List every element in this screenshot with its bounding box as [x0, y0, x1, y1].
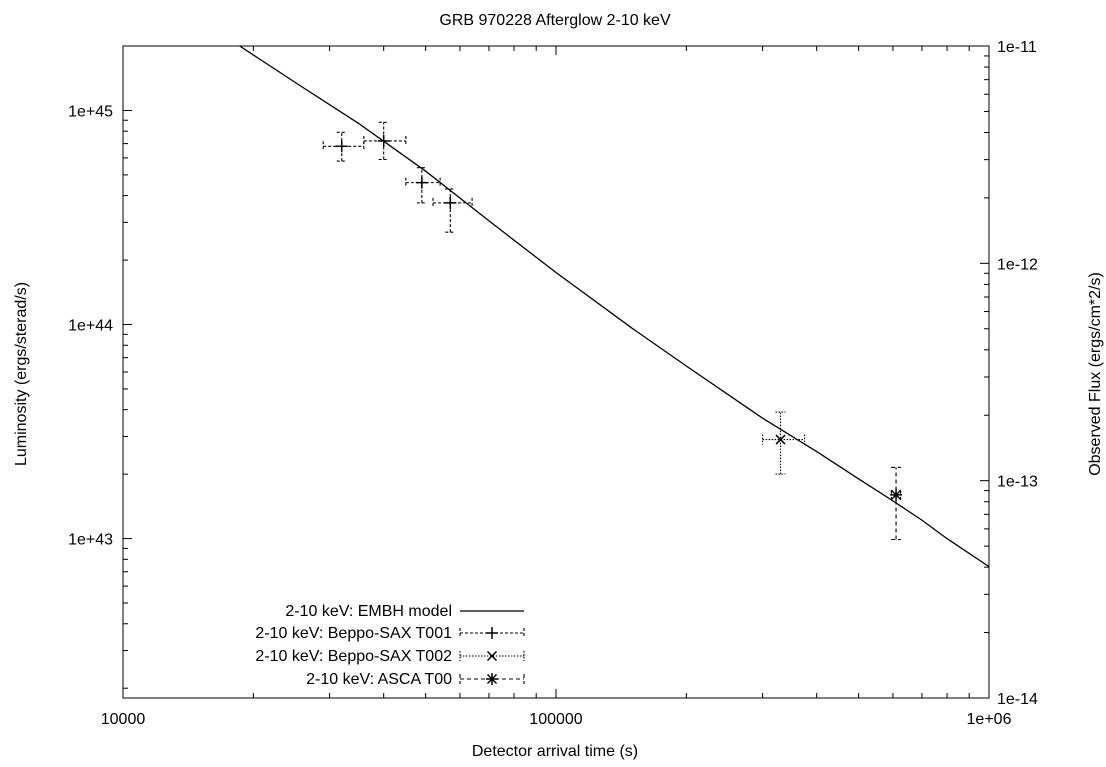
legend: 2-10 keV: EMBH model 2-10 keV: Beppo-SAX …	[255, 603, 525, 688]
y-tick-label: 1e+43	[68, 532, 113, 549]
marker-stroke	[891, 489, 902, 500]
x-tick-label: 100000	[529, 711, 582, 728]
legend-marker	[486, 673, 498, 685]
data-point	[405, 167, 441, 204]
y-tick-label: 1e+45	[68, 103, 113, 120]
marker-stroke	[486, 673, 498, 685]
data-point	[322, 131, 365, 162]
y-tick-label: 1e+44	[68, 318, 113, 335]
legend-label: 2-10 keV: Beppo-SAX T001	[255, 625, 452, 642]
y2-tick-label: 1e-14	[997, 691, 1038, 708]
legend-label: 2-10 keV: Beppo-SAX T002	[255, 648, 452, 665]
data-marker	[377, 134, 390, 147]
data-point	[432, 188, 473, 233]
plot-area	[239, 46, 989, 568]
data-marker	[775, 434, 786, 445]
legend-marker	[486, 650, 498, 662]
legend-swatch	[459, 650, 525, 662]
marker-stroke	[486, 650, 498, 662]
data-marker	[335, 140, 348, 153]
legend-swatch	[459, 627, 525, 639]
chart-title: GRB 970228 Afterglow 2-10 keV	[439, 12, 671, 29]
data-marker	[415, 176, 428, 189]
x-tick-label: 1e+06	[967, 711, 1012, 728]
x-axis-label: Detector arrival time (s)	[472, 743, 638, 760]
y2-tick-label: 1e-13	[997, 474, 1038, 491]
marker-stroke	[775, 434, 786, 445]
data-point	[890, 466, 903, 541]
data-marker	[890, 488, 903, 501]
legend-swatch	[459, 673, 525, 685]
data-point	[762, 411, 806, 475]
y-axis-label: Luminosity (ergs/sterad/s)	[13, 282, 30, 466]
legend-marker	[486, 627, 498, 639]
x-tick-label: 10000	[101, 711, 146, 728]
legend-label: 2-10 keV: EMBH model	[285, 603, 452, 620]
y2-axis-label: Observed Flux (ergs/cm*2/s)	[1087, 272, 1104, 476]
y2-tick-label: 1e-12	[997, 256, 1038, 273]
data-marker	[444, 196, 457, 209]
data-point	[363, 121, 407, 161]
legend-label: 2-10 keV: ASCA T00	[306, 671, 452, 688]
plot-frame	[122, 45, 990, 699]
series-line-embh-model	[239, 46, 989, 568]
y2-tick-label: 1e-11	[997, 39, 1037, 56]
axis-ticks: 10000 100000 1e+06 1e+43 1e+44 1e+45 1e-14 1e-1…	[68, 39, 1038, 728]
